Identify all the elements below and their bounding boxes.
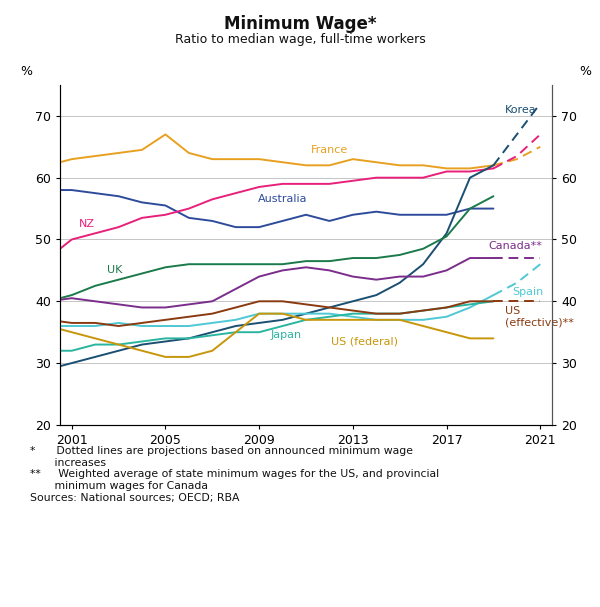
- Text: *      Dotted lines are projections based on announced minimum wage
       incre: * Dotted lines are projections based on …: [30, 446, 439, 503]
- Text: Korea: Korea: [505, 104, 537, 115]
- Text: Canada**: Canada**: [489, 240, 542, 251]
- Text: %: %: [580, 65, 592, 78]
- Text: %: %: [20, 65, 32, 78]
- Text: Japan: Japan: [271, 330, 302, 341]
- Text: Spain: Spain: [512, 287, 544, 297]
- Text: Ratio to median wage, full-time workers: Ratio to median wage, full-time workers: [175, 33, 425, 46]
- Text: France: France: [311, 145, 348, 155]
- Text: UK: UK: [107, 265, 122, 276]
- Text: Minimum Wage*: Minimum Wage*: [224, 15, 376, 33]
- Text: US (federal): US (federal): [331, 336, 398, 347]
- Text: NZ: NZ: [79, 219, 95, 229]
- Text: Australia: Australia: [258, 194, 307, 205]
- Text: US
(effective)**: US (effective)**: [505, 306, 574, 328]
